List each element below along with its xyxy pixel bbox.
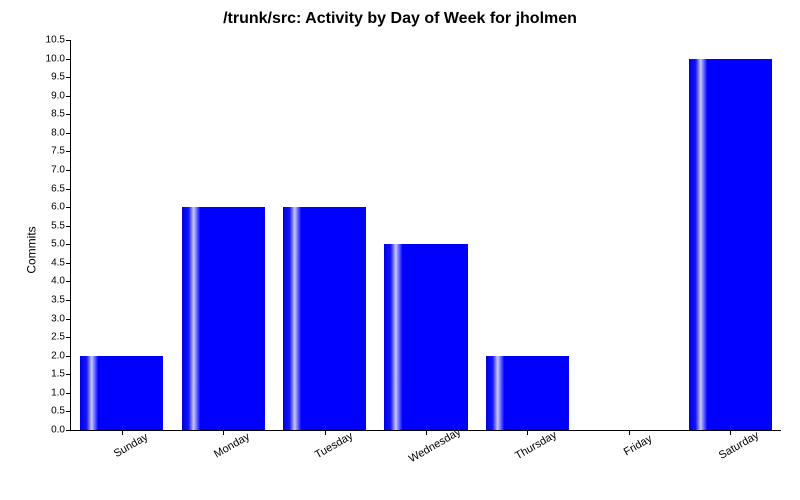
ytick-label: 3.0 [51,313,71,324]
ytick-label: 7.0 [51,165,71,176]
ytick-label: 3.5 [51,295,71,306]
y-axis-label: Commits [25,226,39,273]
bar [283,207,366,430]
bar [384,244,467,430]
bar [182,207,265,430]
ytick-label: 6.0 [51,202,71,213]
ytick-label: 8.5 [51,109,71,120]
bar [486,356,569,430]
ytick-label: 1.5 [51,369,71,380]
ytick-label: 1.0 [51,387,71,398]
ytick-label: 6.5 [51,183,71,194]
bar [80,356,163,430]
plot-area: 0.00.51.01.52.02.53.03.54.04.55.05.56.06… [70,40,781,431]
ytick-label: 7.5 [51,146,71,157]
xtick-label: Friday [616,422,654,458]
ytick-label: 8.0 [51,127,71,138]
chart-container: /trunk/src: Activity by Day of Week for … [0,0,800,500]
ytick-label: 5.5 [51,220,71,231]
ytick-label: 5.0 [51,239,71,250]
bar [689,59,772,430]
ytick-label: 2.5 [51,332,71,343]
ytick-label: 0.5 [51,406,71,417]
ytick-label: 4.5 [51,257,71,268]
ytick-label: 10.0 [46,53,71,64]
ytick-label: 4.0 [51,276,71,287]
ytick-label: 0.0 [51,425,71,436]
ytick-label: 10.5 [46,35,71,46]
ytick-label: 2.0 [51,350,71,361]
ytick-label: 9.0 [51,90,71,101]
ytick-label: 9.5 [51,72,71,83]
chart-title: /trunk/src: Activity by Day of Week for … [0,10,800,28]
